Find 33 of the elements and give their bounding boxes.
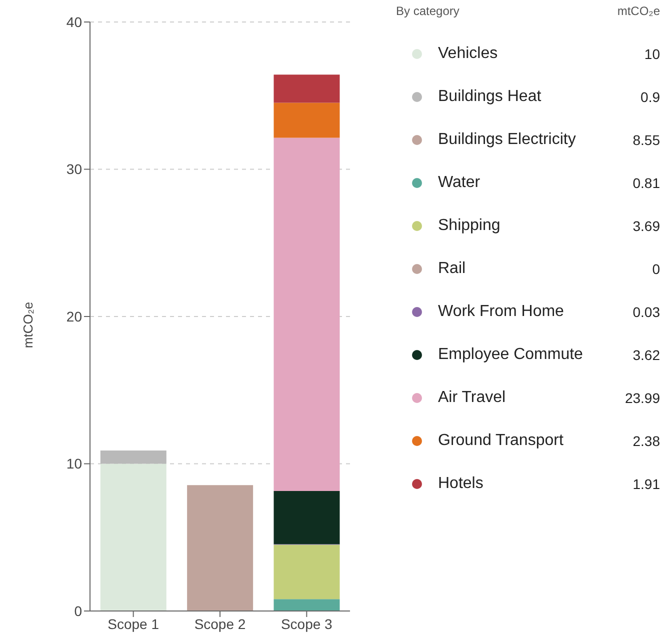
text: mtCO₂e [617, 4, 660, 18]
x-tick-label: Scope 1 [108, 616, 160, 632]
legend-label: Rail [438, 260, 467, 278]
legend-label: Buildings Heat [438, 88, 542, 106]
legend-label: Ground Transport [438, 432, 564, 450]
legend-label: Shipping [438, 216, 502, 234]
y-axis-title: mtCO₂e [20, 302, 36, 348]
text: 23.99 [624, 390, 660, 406]
text: 10 [644, 46, 660, 62]
text: 2.38 [632, 432, 660, 448]
text: 0.9 [640, 88, 660, 104]
y-tick-label: 30 [66, 161, 82, 178]
legend-label: Employee Commute [438, 346, 584, 364]
text: 1.91 [632, 476, 660, 492]
legend-label: Vehicles [438, 44, 499, 62]
text: 8.55 [632, 132, 660, 148]
y-tick-label: 0 [74, 602, 82, 619]
legend-title: By category [396, 4, 460, 18]
y-tick-label: 20 [66, 308, 82, 324]
text: 3.69 [632, 218, 660, 234]
text: 0 [652, 260, 660, 276]
y-tick-label: 10 [66, 456, 82, 472]
legend-label: Buildings Electricity [438, 130, 577, 148]
text: 3.62 [632, 346, 660, 362]
text: 0.81 [632, 174, 660, 190]
legend-label: Water [438, 174, 482, 192]
y-tick-label: 40 [66, 14, 82, 30]
legend-label: Work From Home [438, 302, 565, 320]
text: 0.03 [632, 304, 660, 320]
x-tick-label: Scope 3 [280, 616, 333, 632]
legend-label: Hotels [438, 474, 484, 492]
legend-label: Air Travel [438, 388, 507, 406]
x-tick-label: Scope 2 [194, 616, 246, 632]
